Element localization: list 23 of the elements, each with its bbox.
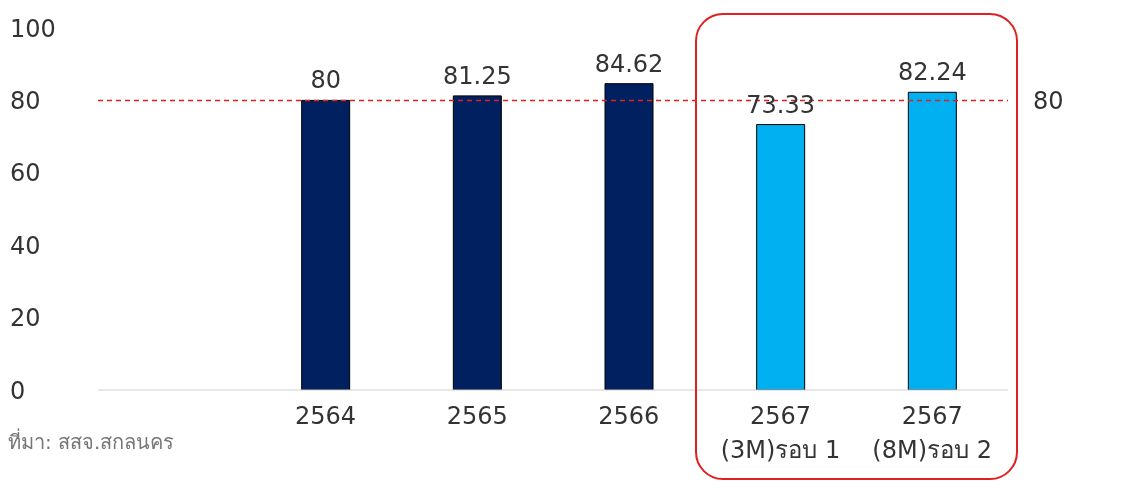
x-tick-label: 2564 <box>294 402 357 430</box>
y-tick-label: 40 <box>10 231 41 260</box>
y-tick-label: 100 <box>10 14 56 43</box>
data-label: 81.25 <box>442 61 512 90</box>
y-tick-label: 60 <box>10 159 41 188</box>
y-tick-label: 20 <box>10 304 41 333</box>
x-tick-label: 2566 <box>598 402 660 430</box>
y-tick-label: 0 <box>10 376 26 405</box>
ref-line-label: 80 <box>1033 86 1064 115</box>
bar <box>301 99 351 390</box>
y-tick-label: 80 <box>10 86 41 115</box>
bar <box>907 91 957 390</box>
text: ที่มา: สสจ.สกลนคร <box>8 427 175 456</box>
data-label: 82.24 <box>897 58 967 87</box>
bar <box>452 95 502 390</box>
bar <box>756 124 806 390</box>
data-label: 73.33 <box>746 90 816 119</box>
bar <box>604 83 654 390</box>
x-tick-label: 2567 (3M)รอบ 1 <box>720 402 841 464</box>
x-tick-label: 2567 (8M)รอบ 2 <box>872 402 992 464</box>
data-label: 84.62 <box>594 49 664 78</box>
data-label: 80 <box>310 66 341 95</box>
x-tick-label: 2565 <box>446 402 508 430</box>
